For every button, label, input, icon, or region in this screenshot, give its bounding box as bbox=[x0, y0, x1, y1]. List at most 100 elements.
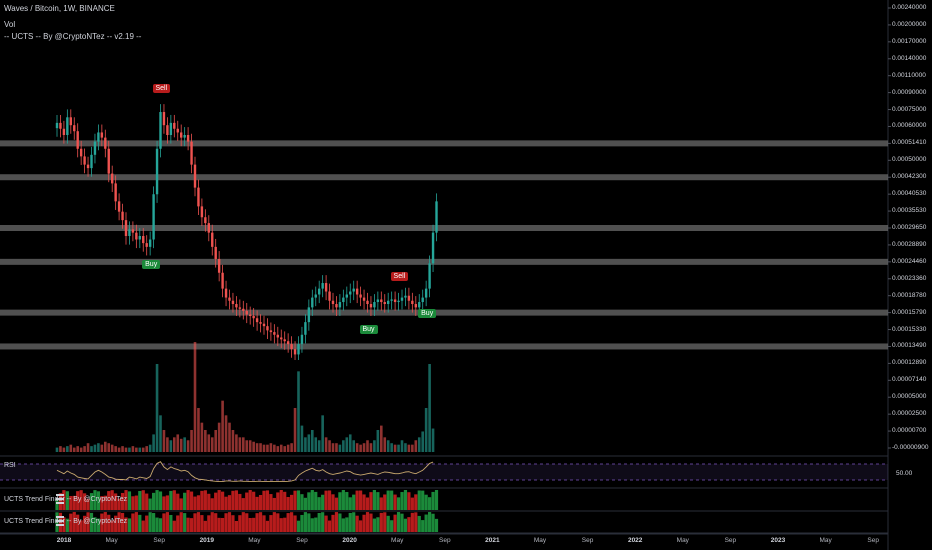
volume-bar bbox=[86, 443, 90, 452]
trend-column bbox=[234, 520, 238, 532]
volume-bar bbox=[66, 446, 69, 452]
volume-bar bbox=[59, 446, 62, 452]
time-tick-label: 2022 bbox=[627, 537, 643, 544]
trend-column bbox=[407, 517, 411, 532]
trend-column bbox=[214, 492, 218, 510]
trend-column bbox=[186, 517, 190, 532]
trend-finder-1-label: UCTS Trend Finder -- By @CryptoNTez bbox=[4, 496, 128, 503]
trend-column bbox=[352, 494, 356, 510]
candle-body bbox=[128, 229, 131, 237]
volume-bar bbox=[238, 437, 242, 452]
trend-column bbox=[214, 513, 218, 532]
trend-column bbox=[252, 517, 256, 532]
trend-column bbox=[120, 492, 125, 510]
trend-column bbox=[321, 494, 325, 510]
buy-signal-label: Buy bbox=[142, 260, 161, 270]
trend-column bbox=[196, 512, 201, 532]
candle-body bbox=[259, 322, 262, 324]
time-tick-label: Sep bbox=[439, 537, 451, 544]
trend-column bbox=[379, 512, 383, 532]
candle-body bbox=[387, 300, 390, 305]
time-tick-label: 2023 bbox=[770, 537, 786, 544]
candle-body bbox=[249, 314, 252, 316]
trend-column bbox=[327, 520, 332, 532]
price-tick-label: 0.00005000 bbox=[892, 393, 927, 401]
trend-column bbox=[107, 514, 111, 532]
trend-column bbox=[72, 512, 76, 532]
volume-bar bbox=[224, 415, 228, 452]
sr-zone bbox=[0, 225, 888, 231]
candle-body bbox=[286, 341, 290, 345]
candle-body bbox=[97, 132, 100, 142]
rsi-band bbox=[0, 464, 888, 480]
volume-bar bbox=[311, 430, 314, 452]
trend-column bbox=[303, 497, 307, 510]
trend-tick-mark bbox=[56, 502, 64, 504]
volume-bar bbox=[279, 444, 283, 452]
trend-column bbox=[158, 491, 163, 510]
volume-bar bbox=[283, 446, 286, 452]
trend-column bbox=[428, 497, 432, 510]
candle-body bbox=[107, 148, 110, 174]
volume-bar bbox=[307, 434, 311, 452]
trend-column bbox=[431, 491, 435, 510]
trend-column bbox=[390, 520, 394, 532]
price-tick-label: 0.00050000 bbox=[892, 156, 927, 164]
trend-column bbox=[203, 490, 207, 510]
trend-column bbox=[183, 513, 187, 532]
trend-column bbox=[279, 518, 283, 532]
volume-bar bbox=[97, 443, 100, 452]
candle-body bbox=[383, 302, 386, 305]
candle-body bbox=[273, 332, 276, 335]
trend-column bbox=[217, 517, 221, 532]
trend-column bbox=[162, 496, 166, 510]
trend-column bbox=[224, 496, 228, 510]
price-tick-label: 0.00000700 bbox=[892, 427, 927, 435]
trend-column bbox=[162, 513, 166, 532]
trend-column bbox=[334, 497, 339, 510]
price-tick-label: 0.00015330 bbox=[892, 325, 927, 333]
volume-bar bbox=[104, 441, 107, 452]
trend-column bbox=[417, 515, 421, 532]
candle-body bbox=[352, 288, 355, 292]
candle-body bbox=[397, 300, 400, 303]
price-tick-label: 0.00028890 bbox=[892, 240, 927, 248]
trend-tick-mark bbox=[56, 494, 64, 496]
trend-column bbox=[365, 512, 370, 532]
trend-tick-mark bbox=[56, 516, 64, 518]
trend-column bbox=[341, 518, 345, 532]
trend-column bbox=[72, 495, 76, 510]
volume-bar bbox=[179, 438, 183, 452]
trend-column bbox=[421, 520, 425, 532]
trend-column bbox=[386, 490, 390, 510]
candle-body bbox=[338, 302, 342, 308]
candle-body bbox=[135, 232, 138, 240]
trend-column bbox=[193, 496, 197, 510]
volume-bar bbox=[79, 447, 83, 452]
candle-body bbox=[214, 246, 217, 259]
trend-column bbox=[96, 491, 100, 510]
volume-bar bbox=[431, 428, 435, 452]
candle-body bbox=[183, 134, 186, 138]
candle-body bbox=[190, 141, 193, 165]
volume-bar bbox=[273, 444, 276, 452]
trend-column bbox=[117, 512, 121, 532]
volume-bar bbox=[269, 443, 273, 452]
candle-body bbox=[318, 288, 321, 295]
trend-column bbox=[114, 515, 118, 532]
candle-body bbox=[235, 304, 238, 308]
candle-body bbox=[166, 125, 169, 135]
candle-body bbox=[242, 308, 245, 311]
price-tick-label: 0.00140000 bbox=[892, 54, 927, 62]
volume-bar bbox=[400, 440, 404, 452]
candle-body bbox=[90, 154, 93, 169]
trend-tick-mark bbox=[56, 524, 64, 526]
volume-bar bbox=[276, 446, 280, 452]
candle-body bbox=[117, 201, 121, 212]
trend-column bbox=[276, 492, 280, 510]
price-tick-label: -0.00000900 bbox=[892, 444, 929, 451]
trend-column bbox=[296, 520, 301, 532]
volume-bar bbox=[297, 371, 300, 452]
trend-column bbox=[141, 490, 145, 510]
